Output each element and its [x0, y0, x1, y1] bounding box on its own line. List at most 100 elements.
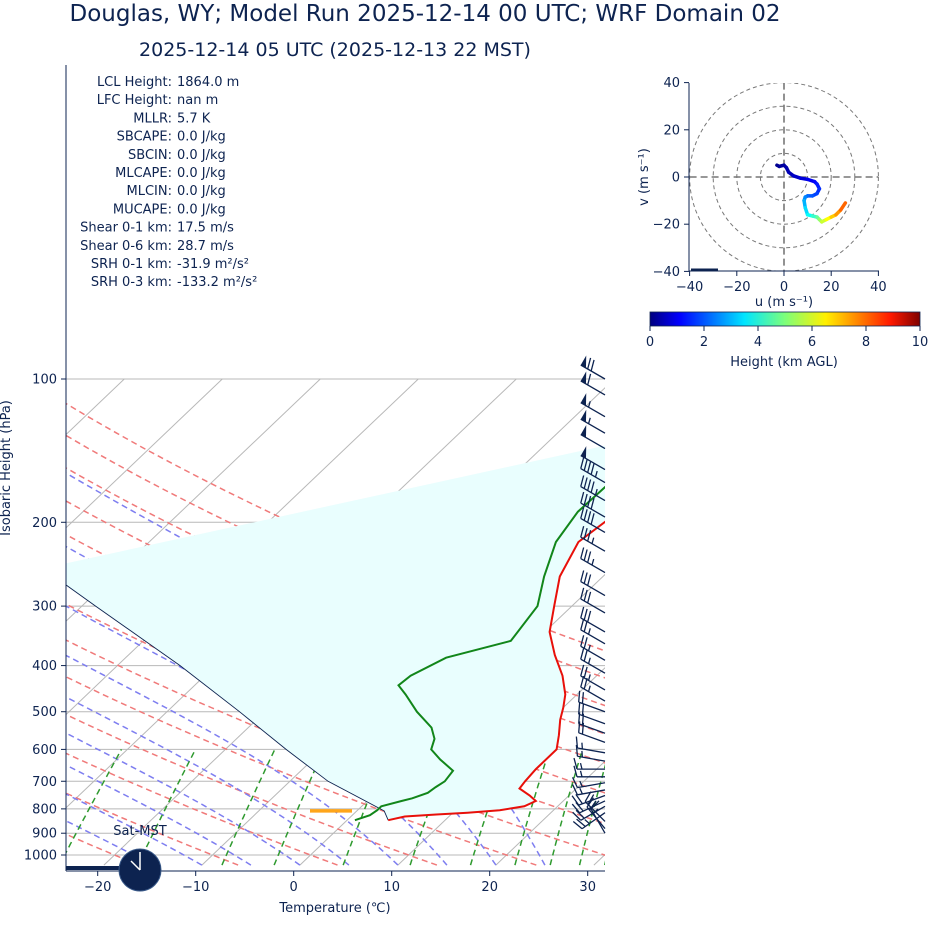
- y-tick-label: 400: [32, 659, 57, 674]
- colorbar-tick-label: 2: [700, 335, 708, 350]
- wind-barb: [574, 766, 605, 777]
- stat-label: Shear 0-6 km:: [80, 239, 172, 254]
- barb-flag: [584, 678, 587, 689]
- barb-staff: [581, 630, 605, 644]
- y-tick-label: 500: [32, 705, 57, 720]
- colorbar-gradient: [650, 312, 920, 326]
- hodograph-x-tick-label: −20: [723, 280, 750, 295]
- barb-flag: [588, 551, 591, 562]
- colorbar-label: Height (km AGL): [730, 355, 838, 370]
- hodograph-y-tick-label: 0: [672, 171, 680, 186]
- barb-flag: [581, 588, 584, 599]
- barb-half-flag: [581, 771, 583, 777]
- wind-barb: [581, 588, 605, 613]
- y-tick-label: 200: [32, 516, 57, 531]
- isotherm-line: [692, 379, 928, 865]
- barb-flag: [584, 549, 587, 560]
- stat-label: MUCAPE:: [113, 202, 172, 217]
- wind-barb: [581, 570, 605, 595]
- mixing-ratio-line: [59, 749, 121, 865]
- chart-title: Douglas, WY; Model Run 2025-12-14 00 UTC…: [70, 1, 781, 27]
- barb-half-flag: [592, 559, 594, 565]
- mixing-ratio-line: [138, 749, 196, 865]
- stat-value: 0.0 J/kg: [177, 166, 226, 181]
- x-tick-label: −20: [84, 880, 111, 895]
- wind-barb: [581, 619, 605, 644]
- mixing-ratio-line: [550, 749, 582, 865]
- y-tick-label: 700: [32, 775, 57, 790]
- chart-subtitle: 2025-12-14 05 UTC (2025-12-13 22 MST): [139, 39, 531, 61]
- y-tick-label: 800: [32, 802, 57, 817]
- x-tick-label: 10: [383, 880, 400, 895]
- stat-value: nan m: [177, 93, 218, 108]
- skewt-profiles: [43, 379, 910, 820]
- barb-flag: [588, 592, 591, 603]
- stat-label: SRH 0-1 km:: [91, 257, 172, 272]
- stat-value: 28.7 m/s: [177, 239, 234, 254]
- hodograph-x-label: u (m s⁻¹): [755, 295, 813, 310]
- barb-staff: [581, 659, 605, 673]
- barb-flag: [581, 635, 584, 646]
- stat-value: 1864.0 m: [177, 75, 239, 90]
- barb-staff: [579, 733, 605, 743]
- wind-barb: [581, 635, 605, 660]
- stat-label: MLCAPE:: [115, 166, 172, 181]
- barb-flag: [584, 590, 587, 601]
- barb-flag: [582, 692, 583, 703]
- stat-value: 17.5 m/s: [177, 221, 234, 236]
- stat-value: 0.0 J/kg: [177, 148, 226, 163]
- y-axis-label: Isobaric Height (hPa): [0, 400, 14, 536]
- colorbar-tick-label: 4: [754, 335, 762, 350]
- barb-half-flag: [592, 538, 594, 544]
- isotherm-line: [0, 379, 124, 865]
- barb-flag: [588, 611, 591, 622]
- mixing-ratio-line: [605, 749, 634, 865]
- barb-flag: [584, 609, 587, 620]
- barb-flag: [584, 667, 587, 678]
- hodograph-y-tick-label: −20: [653, 218, 680, 233]
- stat-value: -133.2 m²/s²: [177, 275, 257, 290]
- hodograph-y-tick-label: 20: [663, 123, 680, 138]
- wind-barb: [576, 737, 605, 753]
- y-tick-label: 100: [32, 373, 57, 388]
- hodograph-y-tick-label: −40: [653, 265, 680, 280]
- stat-label: LFC Height:: [97, 93, 172, 108]
- stat-label: MLLR:: [133, 111, 172, 126]
- barb-half-flag: [580, 788, 583, 794]
- barb-flag: [581, 547, 584, 558]
- stat-value: 0.0 J/kg: [177, 202, 226, 217]
- y-tick-label: 300: [32, 600, 57, 615]
- clock-label: Sat-MST: [113, 824, 166, 839]
- barb-staff: [581, 582, 605, 596]
- stat-value: 5.7 K: [177, 111, 211, 126]
- barb-flag: [581, 607, 584, 618]
- colorbar-tick-label: 0: [646, 335, 654, 350]
- hodograph-y-tick-label: 40: [663, 76, 680, 91]
- barb-half-flag: [581, 763, 583, 769]
- barb-staff: [577, 756, 605, 761]
- wind-barb: [576, 745, 605, 761]
- x-tick-label: 0: [290, 880, 298, 895]
- stat-label: LCL Height:: [97, 75, 172, 90]
- barb-half-flag: [589, 418, 591, 424]
- hodograph-x-tick-label: 20: [823, 280, 840, 295]
- y-tick-label: 600: [32, 743, 57, 758]
- isotherm-line: [594, 379, 928, 865]
- wind-barb: [581, 648, 605, 673]
- stat-label: SBCIN:: [128, 148, 172, 163]
- stat-label: SRH 0-3 km:: [91, 275, 172, 290]
- hodograph-y-label: v (m s⁻¹): [637, 148, 652, 206]
- colorbar-tick-label: 6: [808, 335, 816, 350]
- barb-half-flag: [589, 645, 591, 651]
- x-tick-label: −10: [182, 880, 209, 895]
- barb-half-flag: [589, 658, 591, 664]
- hodograph-plot-area: [690, 83, 879, 272]
- barb-flag: [581, 570, 584, 581]
- barb-flag: [581, 648, 584, 659]
- cin-shading: [43, 379, 910, 820]
- barb-flag: [584, 621, 587, 632]
- y-tick-label: 1000: [24, 849, 57, 864]
